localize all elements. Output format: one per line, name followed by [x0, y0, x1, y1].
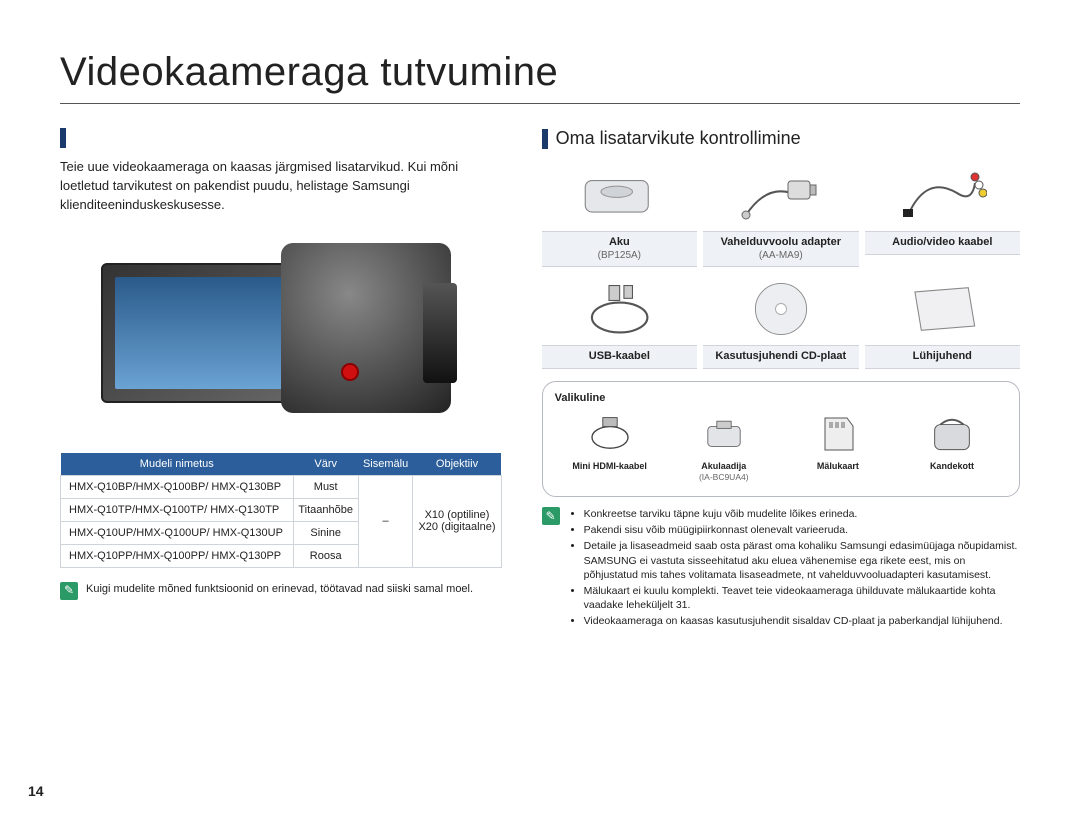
battery-icon	[542, 159, 697, 231]
list-item: Mälukaart ei kuulu komplekti. Teavet tei…	[584, 584, 1020, 612]
right-notes-list: Konkreetse tarviku täpne kuju võib mudel…	[568, 507, 1020, 630]
th-model: Mudeli nimetus	[61, 453, 294, 476]
acc-label: Aku	[609, 236, 630, 248]
acc-label: Kasutusjuhendi CD-plaat	[715, 350, 846, 362]
opt-label: Mini HDMI-kaabel	[572, 461, 647, 471]
list-item: Konkreetse tarviku täpne kuju võib mudel…	[584, 507, 1020, 521]
opt-sdcard: Mälukaart	[783, 410, 893, 482]
opt-label: Kandekott	[930, 461, 974, 471]
table-cell: Roosa	[293, 544, 358, 567]
optional-box: Valikuline Mini HDMI-kaabel	[542, 381, 1020, 497]
table-cell: Sinine	[293, 521, 358, 544]
th-color: Värv	[293, 453, 358, 476]
acc-usb: USB-kaabel	[542, 273, 697, 369]
intro-text: Teie uue videokaameraga on kaasas järgmi…	[60, 158, 502, 215]
list-item: Pakendi sisu võib müügipiirkonnast olene…	[584, 523, 1020, 537]
th-memory: Sisemälu	[358, 453, 413, 476]
optional-title: Valikuline	[555, 392, 1007, 404]
acc-label: Vahelduvvoolu adapter	[721, 236, 841, 248]
opt-label: Mälukaart	[817, 461, 859, 471]
case-icon	[897, 410, 1007, 458]
table-cell: HMX-Q10UP/HMX-Q100UP/ HMX-Q130UP	[61, 521, 294, 544]
list-item: Videokaameraga on kaasas kasutusjuhendit…	[584, 614, 1020, 628]
right-section-head: Oma lisatarvikute kontrollimine	[542, 128, 1020, 149]
table-cell-memory: –	[358, 475, 413, 567]
table-cell: HMX-Q10PP/HMX-Q100PP/ HMX-Q130PP	[61, 544, 294, 567]
acc-label: USB-kaabel	[589, 350, 650, 362]
note-icon: ✎	[60, 582, 78, 600]
right-column: Oma lisatarvikute kontrollimine Aku (BP1…	[542, 128, 1020, 630]
note-icon: ✎	[542, 507, 560, 525]
opt-charger: Akulaadija (IA-BC9UA4)	[669, 410, 779, 482]
camera-image	[101, 233, 461, 433]
list-item: Detaile ja lisaseadmeid saab osta pärast…	[584, 539, 1020, 582]
sdcard-icon	[783, 410, 893, 458]
table-cell: Must	[293, 475, 358, 498]
th-lens: Objektiiv	[413, 453, 501, 476]
table-cell: Titaanhõbe	[293, 498, 358, 521]
right-notes: ✎ Konkreetse tarviku täpne kuju võib mud…	[542, 507, 1020, 630]
acc-cd: Kasutusjuhendi CD-plaat	[703, 273, 858, 369]
charger-icon	[669, 410, 779, 458]
left-section-head	[60, 128, 502, 148]
left-note: ✎ Kuigi mudelite mõned funktsioonid on e…	[60, 582, 502, 600]
acc-battery: Aku (BP125A)	[542, 159, 697, 267]
model-table: Mudeli nimetus Värv Sisemälu Objektiiv H…	[60, 453, 502, 568]
opt-label: Akulaadija	[701, 461, 746, 471]
avcable-icon	[865, 159, 1020, 231]
acc-adapter: Vahelduvvoolu adapter (AA-MA9)	[703, 159, 858, 267]
page-number: 14	[28, 783, 44, 799]
camera-body	[281, 243, 451, 413]
opt-hdmi: Mini HDMI-kaabel	[555, 410, 665, 482]
cd-icon	[703, 273, 858, 345]
table-cell: HMX-Q10TP/HMX-Q100TP/ HMX-Q130TP	[61, 498, 294, 521]
acc-label: Audio/video kaabel	[892, 236, 992, 248]
opt-case: Kandekott	[897, 410, 1007, 482]
usb-icon	[542, 273, 697, 345]
opt-sub: (IA-BC9UA4)	[669, 472, 779, 482]
camera-screen	[101, 263, 301, 403]
table-cell-lens: X10 (optiline) X20 (digitaalne)	[413, 475, 501, 567]
acc-avcable: Audio/video kaabel	[865, 159, 1020, 267]
adapter-icon	[703, 159, 858, 231]
hdmi-icon	[555, 410, 665, 458]
guide-icon	[865, 273, 1020, 345]
page-title: Videokaameraga tutvumine	[60, 50, 1020, 104]
accessory-grid: Aku (BP125A) Vahelduvvoolu adapter (AA-M…	[542, 159, 1020, 369]
acc-sub: (BP125A)	[544, 250, 695, 263]
acc-sub: (AA-MA9)	[705, 250, 856, 263]
left-column: Teie uue videokaameraga on kaasas järgmi…	[60, 128, 502, 630]
acc-label: Lühijuhend	[913, 350, 972, 362]
left-note-text: Kuigi mudelite mõned funktsioonid on eri…	[86, 582, 473, 597]
acc-guide: Lühijuhend	[865, 273, 1020, 369]
table-cell: HMX-Q10BP/HMX-Q100BP/ HMX-Q130BP	[61, 475, 294, 498]
